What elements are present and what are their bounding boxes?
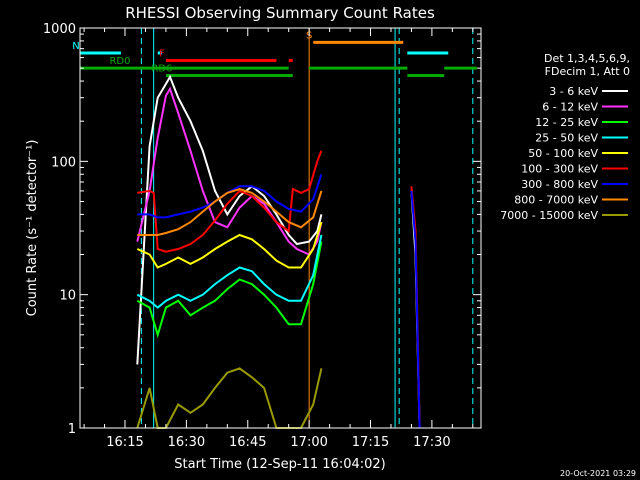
flag-label-f: F	[159, 49, 165, 60]
x-tick-label: 17:30	[413, 435, 450, 450]
series-line-6-12-kev	[136, 86, 323, 256]
legend-label-3-6-kev: 3 - 6 keV	[549, 85, 598, 98]
legend-label-6-12-kev: 6 - 12 keV	[542, 101, 598, 114]
y-tick-label: 10	[59, 289, 76, 304]
axes: 1 10 100 1000 16:15 16:30 16:45 17:00 17:15 17:30	[43, 22, 482, 450]
chart-title: RHESSI Observing Summary Count Rates	[125, 4, 435, 22]
y-tick-label: 100	[51, 155, 76, 170]
flag-label-n: N	[72, 41, 79, 52]
series-segment-300-800-kev	[410, 190, 421, 429]
y-tick-label: 1	[68, 422, 76, 437]
flag-label-rd0: RD0	[109, 56, 130, 67]
series-line-12-25-kev	[136, 241, 323, 339]
x-tick-label: 17:15	[352, 435, 389, 450]
footer-timestamp: 20-Oct-2021 03:29	[560, 469, 636, 478]
series-line-800-7000-kev	[137, 187, 323, 236]
x-axis-label: Start Time (12-Sep-11 16:04:02)	[174, 457, 385, 472]
x-tick-label: 16:15	[106, 435, 143, 450]
x-tick-label: 16:45	[229, 435, 266, 450]
series-line-100-300-kev	[137, 150, 323, 253]
plot-frame	[79, 27, 482, 429]
flag-label-rd6: RD6	[151, 64, 172, 75]
legend-header-line: FDecim 1, Att 0	[545, 65, 630, 78]
series-line-25-50-kev	[136, 234, 323, 309]
legend-label-25-50-kev: 25 - 50 keV	[535, 132, 598, 145]
series-line-50-100-kev	[136, 221, 323, 269]
y-tick-label: 1000	[43, 22, 76, 37]
legend-label-800-7000-kev: 800 - 7000 keV	[514, 194, 598, 207]
legend-label-100-300-kev: 100 - 300 keV	[521, 163, 598, 176]
legend-label-12-25-kev: 12 - 25 keV	[535, 116, 598, 129]
legend-header-line: Det 1,3,4,5,6,9,	[544, 52, 630, 65]
legend-label-300-800-kev: 300 - 800 keV	[521, 178, 598, 191]
x-tick-label: 17:00	[290, 435, 327, 450]
legend-label-50-100-kev: 50 - 100 keV	[528, 147, 598, 160]
y-axis-label: Count Rate (s⁻¹ detector⁻¹)	[25, 140, 40, 317]
series-line-3-6-kev	[136, 74, 323, 365]
legend: Det 1,3,4,5,6,9,FDecim 1, Att 0 3 - 6 keV…	[500, 52, 630, 222]
x-tick-label: 16:30	[168, 435, 205, 450]
legend-label-7000-15000-kev: 7000 - 15000 keV	[500, 209, 598, 222]
